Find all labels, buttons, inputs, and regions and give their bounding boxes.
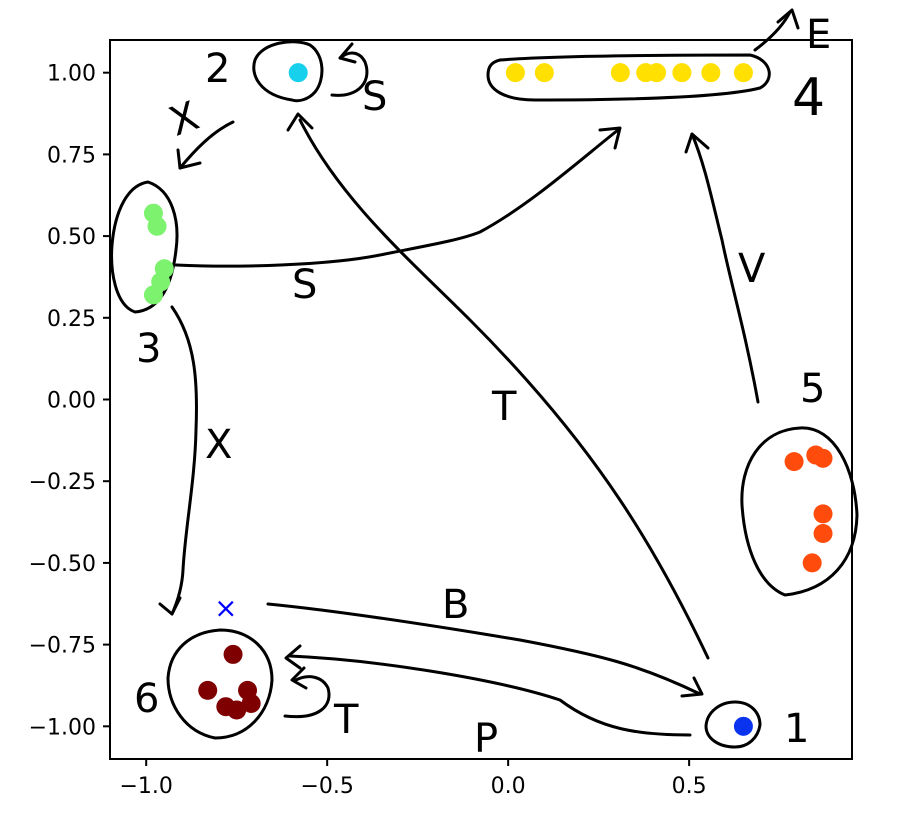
edge-1-to-2-arrowhead <box>286 112 314 132</box>
edge-6-self-loop-arrowhead <box>290 666 308 690</box>
cluster-outlines <box>110 40 859 749</box>
x-marker-point <box>218 600 234 617</box>
edge-3-to-4 <box>174 128 620 268</box>
data-point-cluster-1 <box>733 716 753 736</box>
edge-label-1-to-2: T <box>491 384 517 430</box>
y-tick-label: 0.25 <box>47 307 96 332</box>
data-point-cluster-5 <box>813 504 833 524</box>
cluster-outline-5 <box>740 426 859 597</box>
cluster-label-3: 3 <box>136 326 161 372</box>
cluster-label-1: 1 <box>784 706 809 752</box>
data-point-cluster-6 <box>227 700 247 720</box>
cluster-outline-1 <box>704 700 762 749</box>
cluster-outline-2 <box>252 40 324 103</box>
transition-edges <box>158 8 800 737</box>
edge-2-to-3 <box>178 120 235 170</box>
edge-2-to-3-arrowhead <box>176 148 202 170</box>
y-tick-label: 1.00 <box>47 62 96 87</box>
data-point-cluster-6 <box>198 680 218 700</box>
data-point-cluster-4 <box>534 63 554 83</box>
data-point-cluster-2 <box>288 63 308 83</box>
y-tick-label: 0.75 <box>47 143 96 168</box>
y-tick-label: 0.50 <box>47 225 96 250</box>
y-axis: 1.00 0.75 0.50 0.25 0.00 −0.25 −0.50 −0.75 −1.00 <box>29 62 110 740</box>
x-tick-label: −0.5 <box>300 774 353 799</box>
data-point-cluster-5 <box>813 523 833 543</box>
y-tick-label: −1.00 <box>29 715 96 740</box>
edge-3-to-4-arrowhead <box>598 126 622 150</box>
x-marker <box>218 600 234 617</box>
edge-6-to-1 <box>266 602 702 696</box>
edge-1-to-6-arrowhead <box>284 644 302 670</box>
edge-label-6-self: T <box>333 697 359 743</box>
data-point-cluster-6 <box>241 693 261 713</box>
data-point-cluster-4 <box>505 63 525 83</box>
cluster-label-2: 2 <box>205 46 230 92</box>
edge-3-to-6 <box>170 305 199 616</box>
edge-4-self-loop-arrowhead <box>776 8 800 30</box>
cluster-outline-4 <box>486 53 771 102</box>
data-point-cluster-4 <box>647 63 667 83</box>
data-point-cluster-5 <box>802 553 822 573</box>
edge-label-3-to-6: X <box>205 422 232 468</box>
edge-5-to-4-arrowhead <box>684 132 710 154</box>
edge-label-2-to-3: X <box>163 93 204 146</box>
edge-1-to-2 <box>298 118 710 660</box>
edge-1-to-6 <box>288 654 692 737</box>
plot-frame <box>109 39 853 760</box>
edge-label-2-self: S <box>362 74 387 120</box>
edge-6-self-loop <box>283 675 331 719</box>
y-tick-label: 0.00 <box>47 389 96 414</box>
data-point-cluster-4 <box>701 63 721 83</box>
edge-5-to-4 <box>690 132 760 404</box>
data-points <box>143 63 833 736</box>
data-point-cluster-4 <box>610 63 630 83</box>
edge-label-4-self: E <box>806 12 831 58</box>
cluster-label-4: 4 <box>792 68 825 128</box>
y-tick-label: −0.25 <box>29 470 96 495</box>
x-tick-label: 0.0 <box>491 774 526 799</box>
edge-label-5-to-4: V <box>738 246 766 292</box>
data-point-cluster-5 <box>813 448 833 468</box>
cluster-label-6: 6 <box>134 676 159 722</box>
edge-label-3-to-4: S <box>292 262 317 308</box>
data-point-cluster-5 <box>784 452 804 472</box>
x-tick-label: 0.5 <box>672 774 707 799</box>
data-point-cluster-4 <box>672 63 692 83</box>
cluster-outline-6 <box>166 628 274 740</box>
edge-3-to-6-arrowhead <box>158 596 182 616</box>
data-point-cluster-4 <box>733 63 753 83</box>
edge-2-self-loop <box>330 51 369 97</box>
edge-2-self-loop-arrowhead <box>338 42 357 64</box>
y-tick-label: −0.50 <box>29 552 96 577</box>
cluster-label-5: 5 <box>800 366 825 412</box>
x-axis: −1.0 −0.5 0.0 0.5 <box>119 759 707 799</box>
data-point-cluster-6 <box>223 644 243 664</box>
y-tick-label: −0.75 <box>29 634 96 659</box>
edge-label-6-to-1: B <box>442 582 469 628</box>
cluster-outline-3 <box>110 180 179 314</box>
data-point-cluster-3 <box>143 285 163 305</box>
data-point-cluster-3 <box>147 216 167 236</box>
edge-labels: S X S X E V T B P T <box>163 12 831 762</box>
edge-6-to-1-arrowhead <box>680 676 704 698</box>
edge-label-1-to-6: P <box>474 716 498 762</box>
x-tick-label: −1.0 <box>119 774 172 799</box>
cluster-labels: 1 2 3 4 5 6 <box>134 46 825 752</box>
